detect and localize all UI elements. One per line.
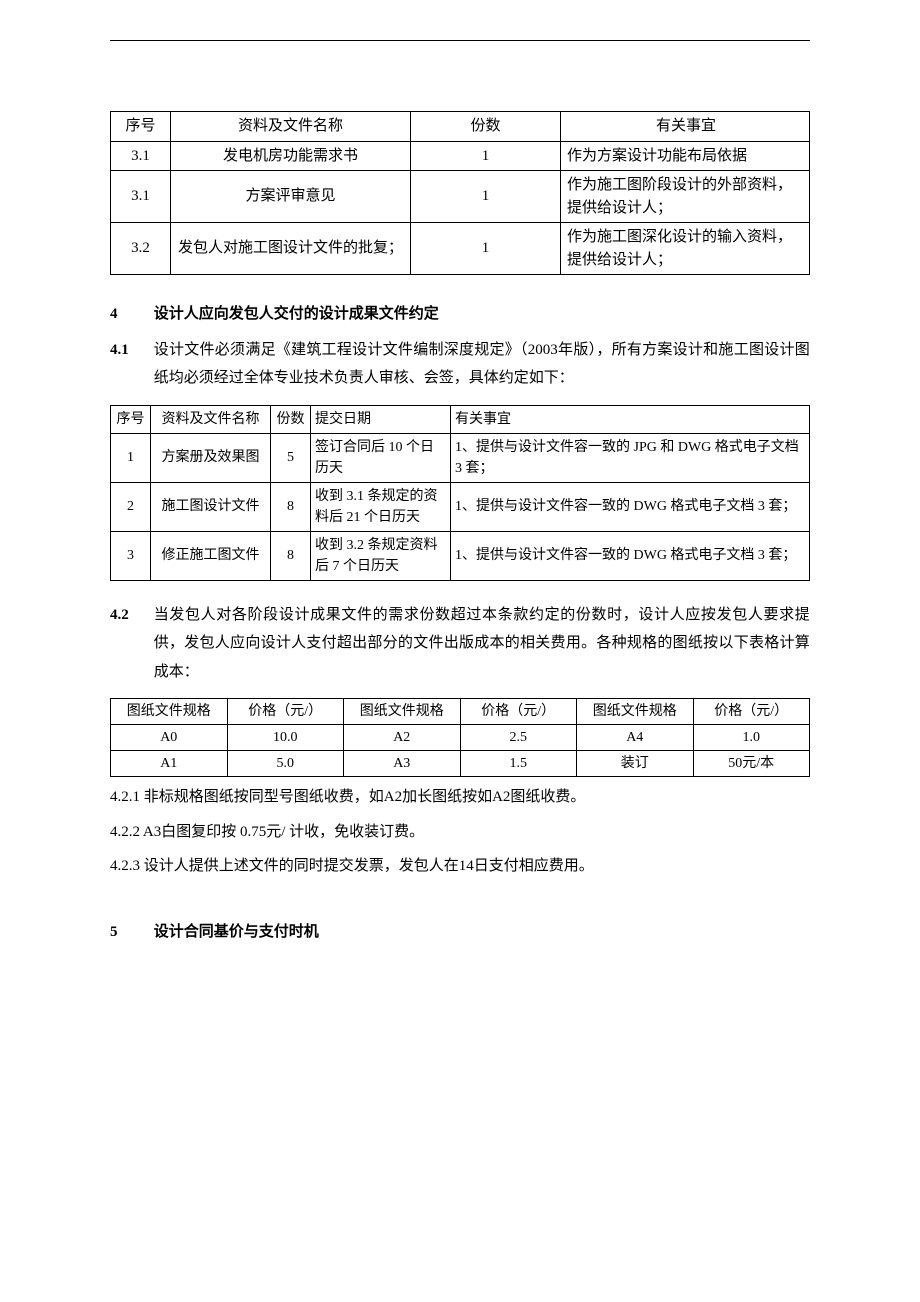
th-count: 份数 — [411, 112, 561, 142]
table-header-row: 序号 资料及文件名称 份数 有关事宜 — [111, 112, 810, 142]
th-note: 有关事宜 — [561, 112, 810, 142]
table-row: 1 方案册及效果图 5 签订合同后 10 个日历天 1、提供与设计文件容一致的 … — [111, 433, 810, 482]
table-paper-prices: 图纸文件规格 价格（元/） 图纸文件规格 价格（元/） 图纸文件规格 价格（元/… — [110, 698, 810, 777]
th-spec: 图纸文件规格 — [111, 699, 228, 725]
cell-name: 修正施工图文件 — [151, 531, 271, 580]
section-4-2-3: 4.2.3 设计人提供上述文件的同时提交发票，发包人在14日支付相应费用。 — [110, 852, 810, 881]
cell-count: 5 — [271, 433, 311, 482]
cell-note: 作为方案设计功能布局依据 — [561, 141, 810, 171]
th-spec: 图纸文件规格 — [344, 699, 461, 725]
th-name: 资料及文件名称 — [171, 112, 411, 142]
section-4-2-2: 4.2.2 A3白图复印按 0.75元/ 计收，免收装订费。 — [110, 818, 810, 847]
cell-count: 8 — [271, 531, 311, 580]
cell-seq: 3.1 — [111, 141, 171, 171]
cell-note: 1、提供与设计文件容一致的 DWG 格式电子文档 3 套； — [451, 531, 810, 580]
cell-count: 1 — [411, 141, 561, 171]
th-price: 价格（元/） — [227, 699, 344, 725]
cell-count: 1 — [411, 223, 561, 275]
th-price: 价格（元/） — [693, 699, 810, 725]
table-header-row: 图纸文件规格 价格（元/） 图纸文件规格 价格（元/） 图纸文件规格 价格（元/… — [111, 699, 810, 725]
cell-note: 作为施工图深化设计的输入资料，提供给设计人； — [561, 223, 810, 275]
th-spec: 图纸文件规格 — [577, 699, 694, 725]
table-row: 3.2 发包人对施工图设计文件的批复； 1 作为施工图深化设计的输入资料，提供给… — [111, 223, 810, 275]
th-date: 提交日期 — [311, 405, 451, 433]
cell-name: 方案册及效果图 — [151, 433, 271, 482]
section-4-1-num: 4.1 — [110, 336, 150, 365]
table-row: 3 修正施工图文件 8 收到 3.2 条规定资料后 7 个日历天 1、提供与设计… — [111, 531, 810, 580]
cell: 10.0 — [227, 725, 344, 751]
table-row: 3.1 方案评审意见 1 作为施工图阶段设计的外部资料，提供给设计人； — [111, 171, 810, 223]
th-seq: 序号 — [111, 112, 171, 142]
section-4-2-body: 当发包人对各阶段设计成果文件的需求份数超过本条款约定的份数时，设计人应按发包人要… — [154, 601, 810, 687]
cell: A2 — [344, 725, 461, 751]
cell: 5.0 — [227, 751, 344, 777]
cell: A4 — [577, 725, 694, 751]
cell: A0 — [111, 725, 228, 751]
cell-seq: 3.1 — [111, 171, 171, 223]
cell-seq: 1 — [111, 433, 151, 482]
cell-count: 1 — [411, 171, 561, 223]
cell-note: 1、提供与设计文件容一致的 JPG 和 DWG 格式电子文档 3 套； — [451, 433, 810, 482]
table-row: 3.1 发电机房功能需求书 1 作为方案设计功能布局依据 — [111, 141, 810, 171]
th-note: 有关事宜 — [451, 405, 810, 433]
cell: A1 — [111, 751, 228, 777]
table-row: A1 5.0 A3 1.5 装订 50元/本 — [111, 751, 810, 777]
cell-count: 8 — [271, 482, 311, 531]
cell-date: 收到 3.1 条规定的资料后 21 个日历天 — [311, 482, 451, 531]
th-count: 份数 — [271, 405, 311, 433]
cell-name: 发电机房功能需求书 — [171, 141, 411, 171]
cell-date: 收到 3.2 条规定资料后 7 个日历天 — [311, 531, 451, 580]
cell-seq: 2 — [111, 482, 151, 531]
cell-seq: 3 — [111, 531, 151, 580]
section-5-heading: 5 设计合同基价与支付时机 — [110, 921, 810, 944]
cell: 1.5 — [460, 751, 577, 777]
section-4-1-body: 设计文件必须满足《建筑工程设计文件编制深度规定》（2003年版），所有方案设计和… — [154, 336, 810, 393]
section-4-heading: 4 设计人应向发包人交付的设计成果文件约定 — [110, 303, 810, 326]
section-5-title: 设计合同基价与支付时机 — [154, 924, 319, 940]
cell-date: 签订合同后 10 个日历天 — [311, 433, 451, 482]
cell: 1.0 — [693, 725, 810, 751]
table-deliverables: 序号 资料及文件名称 份数 提交日期 有关事宜 1 方案册及效果图 5 签订合同… — [110, 405, 810, 581]
table-header-row: 序号 资料及文件名称 份数 提交日期 有关事宜 — [111, 405, 810, 433]
cell-name: 施工图设计文件 — [151, 482, 271, 531]
cell-name: 方案评审意见 — [171, 171, 411, 223]
cell-note: 作为施工图阶段设计的外部资料，提供给设计人； — [561, 171, 810, 223]
section-4-1: 4.1 设计文件必须满足《建筑工程设计文件编制深度规定》（2003年版），所有方… — [110, 336, 810, 393]
table-materials-provided: 序号 资料及文件名称 份数 有关事宜 3.1 发电机房功能需求书 1 作为方案设… — [110, 111, 810, 275]
cell: A3 — [344, 751, 461, 777]
page-header-rule — [110, 40, 810, 41]
table-row: A0 10.0 A2 2.5 A4 1.0 — [111, 725, 810, 751]
table-row: 2 施工图设计文件 8 收到 3.1 条规定的资料后 21 个日历天 1、提供与… — [111, 482, 810, 531]
cell-name: 发包人对施工图设计文件的批复； — [171, 223, 411, 275]
section-4-2-1: 4.2.1 非标规格图纸按同型号图纸收费，如A2加长图纸按如A2图纸收费。 — [110, 783, 810, 812]
cell: 装订 — [577, 751, 694, 777]
section-4-title: 设计人应向发包人交付的设计成果文件约定 — [154, 306, 439, 322]
section-4-2: 4.2 当发包人对各阶段设计成果文件的需求份数超过本条款约定的份数时，设计人应按… — [110, 601, 810, 687]
th-seq: 序号 — [111, 405, 151, 433]
th-price: 价格（元/） — [460, 699, 577, 725]
cell: 50元/本 — [693, 751, 810, 777]
section-4-2-num: 4.2 — [110, 601, 150, 630]
cell-seq: 3.2 — [111, 223, 171, 275]
cell-note: 1、提供与设计文件容一致的 DWG 格式电子文档 3 套； — [451, 482, 810, 531]
section-4-num: 4 — [110, 303, 150, 326]
th-name: 资料及文件名称 — [151, 405, 271, 433]
section-5-num: 5 — [110, 921, 150, 944]
cell: 2.5 — [460, 725, 577, 751]
